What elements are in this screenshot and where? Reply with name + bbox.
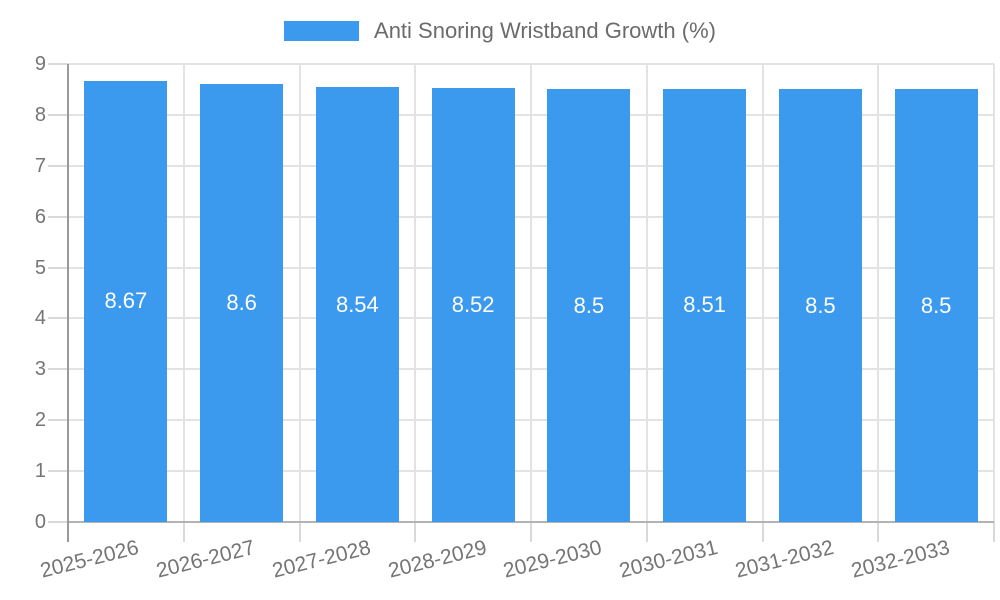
y-axis-label: 0 (34, 511, 46, 533)
x-axis-label: 2028-2029 (385, 536, 489, 583)
x-axis-tick (414, 522, 417, 542)
bar (200, 84, 284, 522)
y-axis-tick (48, 63, 68, 65)
legend-label: Anti Snoring Wristband Growth (%) (374, 18, 716, 43)
bar-value-label: 8.51 (683, 292, 727, 318)
x-gridline (877, 64, 880, 522)
y-axis-label: 3 (34, 358, 46, 381)
x-axis-label: 2025-2026 (38, 536, 142, 583)
bar (547, 89, 631, 522)
x-axis-tick (530, 522, 532, 542)
bar (778, 89, 862, 522)
x-axis-baseline (68, 521, 994, 523)
x-axis-label: 2030-2031 (617, 536, 721, 583)
x-axis-label: 2029-2030 (501, 536, 605, 583)
bar (894, 89, 978, 522)
bar-value-label: 8.5 (573, 292, 605, 318)
chart-legend: Anti Snoring Wristband Growth (%) (0, 18, 1000, 44)
x-axis-tick (182, 522, 185, 542)
y-axis-tick (48, 368, 68, 371)
y-axis-label: 2 (34, 409, 46, 432)
y-axis-label: 7 (34, 154, 46, 177)
bar (431, 88, 515, 522)
bar-value-label: 8.54 (335, 291, 379, 317)
y-axis-tick (48, 521, 68, 523)
y-axis-tick (48, 317, 68, 320)
x-axis-tick (298, 522, 301, 542)
y-axis-label: 1 (34, 460, 46, 483)
y-axis-line (67, 64, 69, 542)
x-gridline (298, 64, 301, 522)
x-axis-tick (993, 522, 995, 542)
legend-swatch (284, 21, 360, 41)
x-gridline (993, 64, 995, 522)
bar-value-label: 8.67 (104, 288, 148, 314)
y-axis-label: 6 (34, 205, 46, 228)
bar (315, 87, 399, 522)
y-axis-tick (48, 215, 68, 218)
y-axis-tick (48, 113, 68, 116)
x-axis-tick (761, 522, 764, 542)
x-gridline (182, 64, 185, 522)
x-axis-tick (877, 522, 880, 542)
y-axis-label: 4 (34, 307, 46, 330)
bar-value-label: 8.5 (805, 292, 836, 318)
x-gridline (530, 64, 532, 522)
y-axis-label: 9 (34, 53, 46, 75)
y-axis-label: 5 (34, 256, 46, 279)
y-axis-tick (48, 266, 68, 269)
x-gridline (761, 64, 764, 522)
x-gridline (414, 64, 417, 522)
x-axis-label: 2027-2028 (269, 536, 373, 583)
bar-value-label: 8.6 (226, 290, 257, 316)
y-axis-tick (48, 419, 68, 422)
x-axis-label: 2026-2027 (154, 536, 258, 583)
bar-value-label: 8.5 (920, 292, 952, 318)
x-axis-label: 2032-2033 (848, 536, 952, 583)
x-axis-label: 2031-2032 (732, 536, 836, 583)
bar (663, 88, 747, 522)
y-axis-tick (48, 470, 68, 473)
y-axis-tick (48, 164, 68, 167)
bar (84, 80, 168, 522)
x-gridline (645, 64, 648, 522)
y-axis-label: 8 (34, 103, 46, 126)
x-axis-tick (645, 522, 648, 542)
bar-value-label: 8.52 (451, 292, 495, 318)
